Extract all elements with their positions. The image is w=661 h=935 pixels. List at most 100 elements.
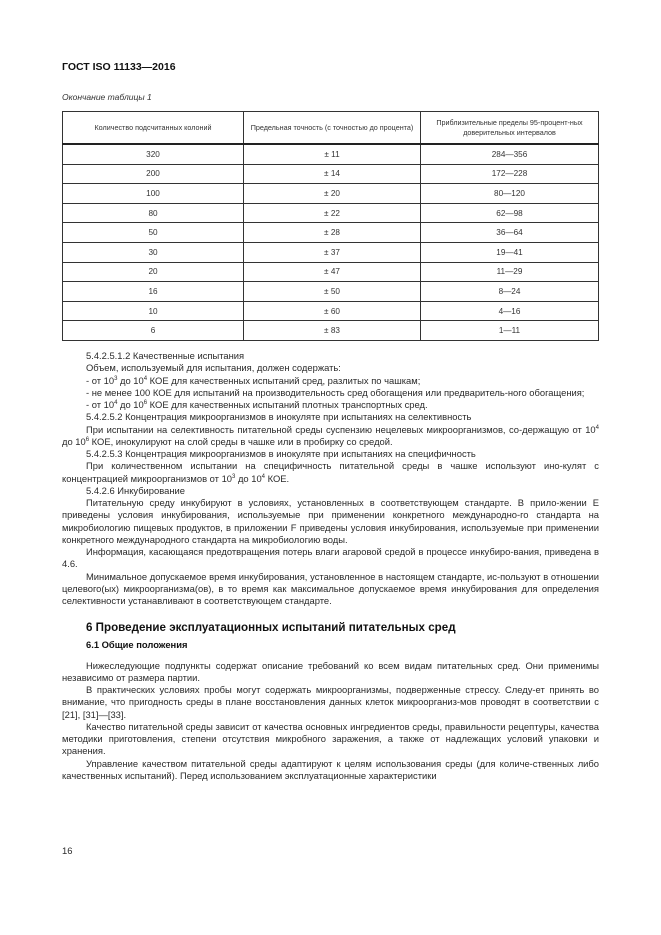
text-run: 5.4.2.5.2 Концентрация микроорганизмов в… [86, 411, 472, 423]
text-run: Объем, используемый для испытания, долже… [86, 362, 341, 374]
table-cell: ± 14 [243, 163, 421, 185]
column-header: Приблизительные пределы 95-процент-ных д… [420, 111, 599, 145]
table-cell: ± 60 [243, 300, 421, 322]
paragraph: При количественном испытании на специфич… [62, 460, 599, 485]
paragraph: В практических условиях пробы могут соде… [62, 684, 599, 721]
text-run: до 10 [235, 472, 262, 484]
text-run: При испытании на селективность питательн… [86, 423, 596, 435]
table-cell: 320 [62, 143, 244, 165]
paragraph: - не менее 100 КОЕ для испытаний на прои… [62, 387, 599, 399]
text-run: до 10 [117, 374, 144, 386]
table-cell: 284—356 [420, 143, 599, 165]
text-run: - от 10 [86, 374, 115, 386]
superscript: 4 [261, 473, 266, 480]
table-row: 80 ± 22 62—98 [62, 202, 599, 224]
table-cell: 10 [62, 300, 244, 322]
text-run: до 10 [62, 435, 86, 447]
subsection-heading: 6.1 Общие положения [86, 639, 599, 651]
table-cell: ± 83 [243, 320, 421, 341]
text-run: В практических условиях пробы могут соде… [62, 684, 599, 720]
table-cell: 200 [62, 163, 244, 185]
text-run: - не менее 100 КОЕ для испытаний на прои… [86, 386, 585, 398]
table-cell: ± 47 [243, 261, 421, 283]
table-row: 320 ± 11 284—356 [62, 143, 599, 165]
text-run: Управление качеством питательной среды а… [62, 757, 599, 781]
superscript: 3 [114, 375, 118, 382]
text-run: Качество питательной среды зависит от ка… [62, 720, 599, 757]
paragraph: При испытании на селективность питательн… [62, 424, 599, 449]
text-run: Нижеследующие подпункты содержат описани… [62, 659, 599, 683]
page-number: 16 [62, 845, 73, 856]
paragraph: - от 103 до 104 КОЕ для качественных исп… [62, 375, 599, 387]
table-row: 50 ± 28 36—64 [62, 222, 599, 243]
table-cell: 11—29 [420, 261, 599, 283]
table-cell: 36—64 [420, 222, 599, 243]
table-cell: 80 [62, 202, 244, 224]
table-cell: 100 [62, 183, 244, 204]
table-cell: ± 28 [243, 222, 421, 243]
table-cell: 1—11 [420, 320, 599, 341]
text-run: 6 Проведение эксплуатационных испытаний … [86, 621, 456, 635]
table-caption: Окончание таблицы 1 [62, 92, 152, 102]
text-run: КОЕ, инокулируют на слой среды в чашке и… [89, 435, 393, 447]
table-cell: 20 [62, 261, 244, 283]
table-row: 20 ± 47 11—29 [62, 261, 599, 283]
table-cell: 50 [62, 222, 244, 243]
text-run: до 10 [117, 399, 144, 410]
table-row: 200 ± 14 172—228 [62, 163, 599, 185]
paragraph: 5.4.2.5.1.2 Качественные испытания [62, 350, 599, 362]
text-run: 5.4.2.5.1.2 Качественные испытания [86, 350, 245, 361]
paragraph: 5.4.2.5.3 Концентрация микроорганизмов в… [62, 448, 599, 460]
paragraph: Информация, касающаяся предотвращения по… [62, 546, 599, 571]
paragraph: Нижеследующие подпункты содержат описани… [62, 660, 599, 685]
text-run: 6.1 Общие положения [86, 639, 188, 651]
table-cell: 8—24 [420, 281, 599, 302]
table-cell: 62—98 [420, 202, 599, 224]
paragraph: Качество питательной среды зависит от ка… [62, 721, 599, 758]
table-row: 16 ± 50 8—24 [62, 281, 599, 302]
superscript: 6 [85, 436, 90, 443]
table-cell: 16 [62, 281, 244, 302]
superscript: 4 [595, 424, 599, 431]
table-cell: 80—120 [420, 183, 599, 204]
table-cell: 4—16 [420, 300, 599, 322]
document-body: 5.4.2.5.1.2 Качественные испытания Объем,… [62, 350, 599, 782]
section-heading: 6 Проведение эксплуатационных испытаний … [86, 620, 599, 635]
paragraph: - от 104 до 106 КОЕ для качественных исп… [62, 399, 599, 411]
table-cell: 172—228 [420, 163, 599, 185]
text-run: - от 10 [86, 399, 115, 410]
table-header-row: Количество подсчитанных колоний Предельн… [62, 111, 599, 145]
paragraph: Управление качеством питательной среды а… [62, 758, 599, 783]
text-run: КОЕ. [265, 472, 290, 484]
table-cell: 30 [62, 241, 244, 263]
column-header: Предельная точность (с точностью до проц… [243, 111, 421, 145]
text-run: Питательную среду инкубируют в условиях,… [62, 497, 599, 545]
paragraph: Минимальное допускаемое время инкубирова… [62, 571, 599, 608]
table-row: 100 ± 20 80—120 [62, 183, 599, 204]
text-run: Информация, касающаяся предотвращения по… [62, 546, 599, 570]
accuracy-table: Количество подсчитанных колоний Предельн… [62, 111, 599, 341]
paragraph: 5.4.2.5.2 Концентрация микроорганизмов в… [62, 411, 599, 423]
paragraph: Питательную среду инкубируют в условиях,… [62, 497, 599, 546]
table-cell: 6 [62, 320, 244, 341]
superscript: 4 [143, 375, 148, 382]
table-row: 6 ± 83 1—11 [62, 320, 599, 341]
text-run: 5.4.2.5.3 Концентрация микроорганизмов в… [86, 448, 476, 459]
table-cell: ± 11 [243, 143, 421, 165]
text-run: При количественном испытании на специфич… [62, 460, 599, 484]
table-cell: ± 22 [243, 202, 421, 224]
superscript: 6 [143, 399, 148, 406]
table-cell: ± 20 [243, 183, 421, 204]
document-header: ГОСТ ISO 11133—2016 [62, 61, 176, 73]
paragraph: Объем, используемый для испытания, долже… [62, 362, 599, 374]
table-cell: ± 37 [243, 241, 421, 263]
text-run: КОЕ для качественных испытаний плотных т… [147, 399, 428, 410]
column-header: Количество подсчитанных колоний [62, 111, 244, 145]
superscript: 4 [114, 399, 118, 406]
table-row: 10 ± 60 4—16 [62, 300, 599, 322]
superscript: 3 [232, 473, 236, 480]
text-run: Минимальное допускаемое время инкубирова… [62, 570, 599, 607]
table-row: 30 ± 37 19—41 [62, 241, 599, 263]
text-run: КОЕ для качественных испытаний сред, раз… [147, 374, 421, 386]
paragraph: 5.4.2.6 Инкубирование [62, 485, 599, 497]
